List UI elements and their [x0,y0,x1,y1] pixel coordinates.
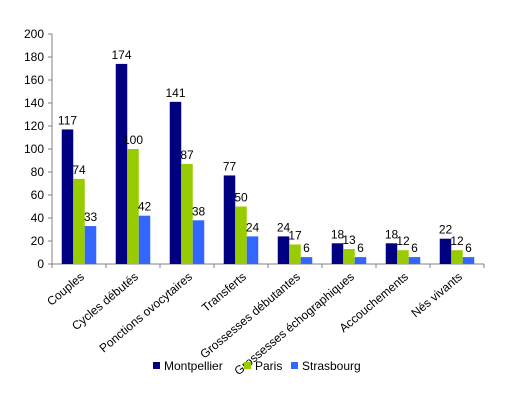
data-label-montpellier-7: 22 [439,223,453,237]
bar-paris-3 [235,206,247,264]
bar-strasbourg-5 [354,257,367,264]
bar-strasbourg-7 [462,257,475,264]
y-tick-label: 100 [24,142,44,156]
bar-paris-0 [73,178,85,264]
data-label-paris-2: 87 [180,148,194,162]
bar-paris-7 [451,250,463,264]
bar-strasbourg-3 [246,236,259,264]
x-category-label: Couples [44,270,87,309]
legend-swatch-paris [244,362,251,369]
bar-strasbourg-6 [408,257,421,264]
data-label-montpellier-2: 141 [165,86,185,100]
data-label-paris-7: 12 [450,234,464,248]
data-label-strasbourg-1: 42 [138,200,152,214]
data-label-paris-4: 17 [288,228,302,242]
y-tick-label: 120 [24,119,44,133]
data-label-montpellier-0: 117 [58,113,77,127]
bar-montpellier-6 [385,243,398,264]
bar-paris-1 [127,149,139,264]
data-label-paris-3: 50 [234,191,248,205]
y-tick-label: 0 [37,257,44,271]
data-label-strasbourg-6: 6 [411,241,418,255]
y-tick-label: 80 [31,165,45,179]
data-label-montpellier-4: 24 [277,220,291,234]
bar-strasbourg-1 [138,215,151,264]
legend-label-montpellier: Montpellier [164,359,223,373]
chart-legend: Montpellier Paris Strasbourg [153,359,361,373]
y-tick-label: 160 [24,73,44,87]
legend-label-paris: Paris [255,359,282,373]
data-label-paris-5: 13 [342,233,356,247]
data-label-montpellier-1: 174 [111,48,131,62]
data-label-strasbourg-5: 6 [357,241,364,255]
x-category-label: Grossesses débutantes [197,270,303,362]
bar-montpellier-4 [277,236,290,264]
bar-paris-6 [397,250,409,264]
bar-paris-4 [289,244,301,264]
data-label-strasbourg-0: 33 [84,210,98,224]
y-tick-label: 20 [31,234,45,248]
x-category-label: Nés vivants [408,270,465,321]
y-tick-label: 180 [24,50,44,64]
bar-montpellier-2 [169,101,182,264]
x-category-label: Transferts [199,270,249,315]
bar-montpellier-3 [223,175,236,264]
data-label-paris-6: 12 [396,234,410,248]
bar-strasbourg-0 [84,226,97,264]
data-label-montpellier-3: 77 [223,159,237,173]
data-label-strasbourg-3: 24 [246,220,260,234]
data-label-montpellier-6: 18 [385,227,399,241]
data-label-montpellier-5: 18 [331,227,345,241]
bar-montpellier-0 [61,129,74,264]
bar-strasbourg-2 [192,220,205,264]
bar-montpellier-7 [439,238,452,264]
y-tick-label: 60 [31,188,45,202]
legend-swatch-montpellier [153,362,160,369]
bar-montpellier-1 [115,63,128,265]
bar-paris-5 [343,249,355,264]
bar-paris-2 [181,163,193,264]
legend-label-strasbourg: Strasbourg [302,359,361,373]
x-category-label: Ponctions ovocytaires [97,270,195,356]
chart-bars [61,63,475,265]
data-label-strasbourg-2: 38 [192,204,206,218]
bar-strasbourg-4 [300,257,313,264]
data-label-paris-1: 100 [123,133,143,147]
y-tick-label: 140 [24,96,44,110]
legend-swatch-strasbourg [291,362,298,369]
chart-axes: 020406080100120140160180200CouplesCycles… [24,27,485,378]
bar-montpellier-5 [331,243,344,264]
y-tick-label: 200 [24,27,44,41]
y-tick-label: 40 [31,211,45,225]
data-label-paris-0: 74 [72,163,86,177]
data-label-strasbourg-7: 6 [465,241,472,255]
data-label-strasbourg-4: 6 [303,241,310,255]
